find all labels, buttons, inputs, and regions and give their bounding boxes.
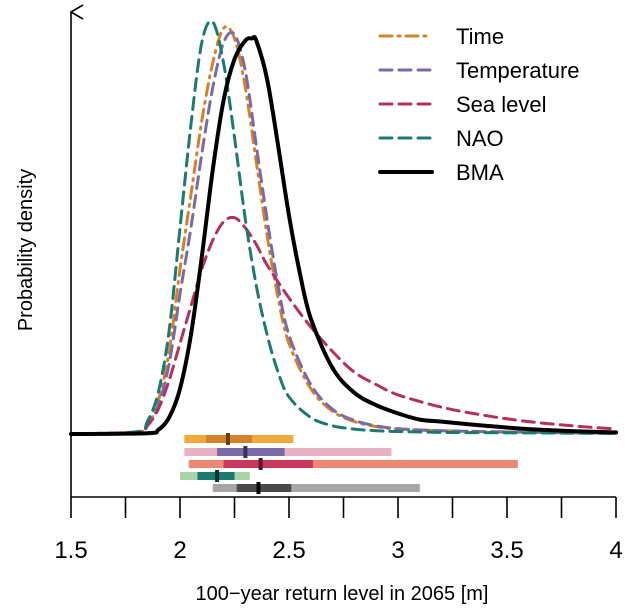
x-tick-label: 2 (173, 537, 186, 564)
interval-bars (180, 433, 518, 494)
curve-time (69, 25, 618, 436)
legend-label-time: Time (456, 24, 504, 49)
x-tick-label: 2.5 (272, 537, 305, 564)
interval-median-temperature (243, 446, 248, 458)
interval-narrow-temperature (217, 448, 285, 456)
interval-narrow-sea-level (223, 460, 313, 468)
interval-median-bma (256, 482, 261, 494)
legend-label-nao: NAO (456, 126, 504, 151)
x-axis-title: 100−year return level in 2065 [m] (196, 583, 489, 605)
x-tick-label: 3.5 (490, 537, 523, 564)
curve-temperature (69, 30, 618, 436)
legend-label-bma: BMA (456, 160, 504, 185)
curve-nao (69, 19, 618, 436)
interval-wide-temperature (184, 448, 392, 456)
interval-wide-sea-level (188, 460, 518, 468)
legend: Time Temperature Sea level NAO BMA (378, 24, 580, 185)
y-axis-title: Probability density (15, 169, 37, 331)
legend-label-temperature: Temperature (456, 58, 580, 83)
x-tick-label: 3 (391, 537, 404, 564)
interval-median-sea-level (258, 458, 263, 470)
interval-median-nao (215, 470, 220, 482)
curve-sea-level (69, 215, 618, 436)
x-axis-ticks: 1.5 2 2.5 3 3.5 4 (54, 497, 623, 564)
x-tick-label: 4 (609, 537, 622, 564)
legend-label-sea-level: Sea level (456, 92, 547, 117)
x-tick-label: 1.5 (54, 537, 87, 564)
curve-bma (69, 34, 618, 436)
interval-narrow-bma (236, 484, 292, 492)
density-curves (69, 19, 618, 436)
interval-wide-bma (212, 484, 420, 492)
interval-median-time (225, 433, 230, 445)
